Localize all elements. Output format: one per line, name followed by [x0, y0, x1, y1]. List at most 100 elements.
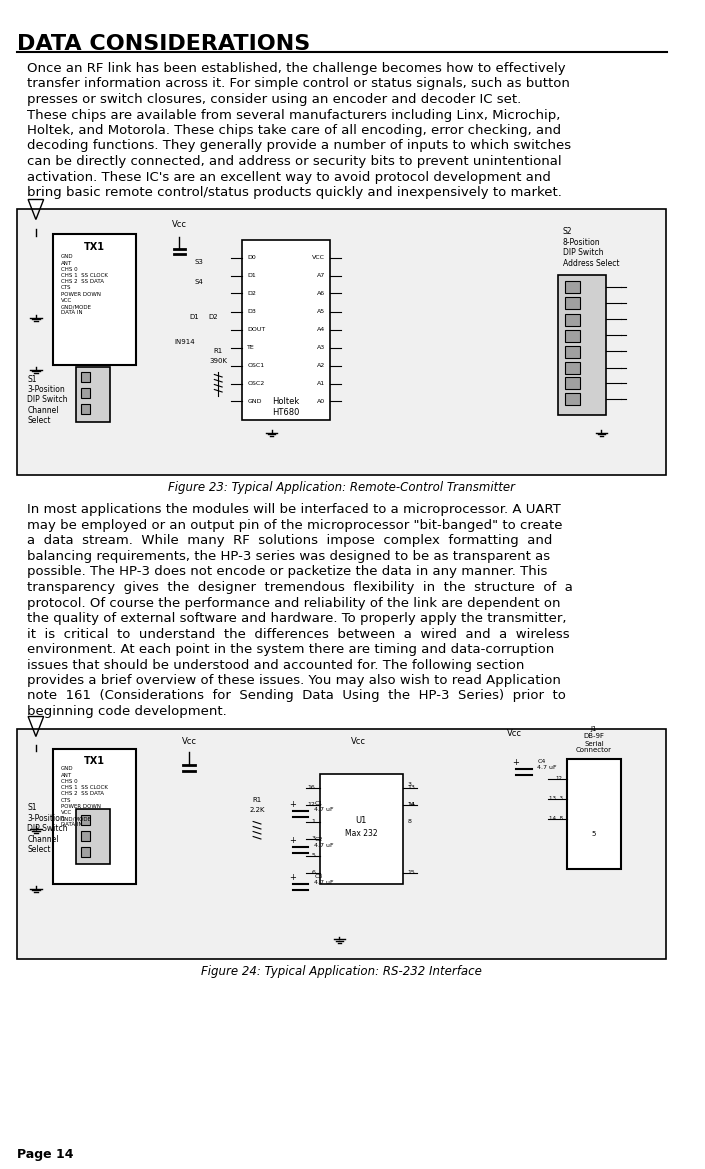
FancyBboxPatch shape — [18, 728, 666, 959]
Text: Vcc: Vcc — [182, 738, 197, 747]
Text: HT680: HT680 — [272, 408, 300, 417]
Text: 12: 12 — [556, 776, 563, 781]
Text: balancing requirements, the HP-3 series was designed to be as transparent as: balancing requirements, the HP-3 series … — [27, 549, 551, 563]
Text: bring basic remote control/status products quickly and inexpensively to market.: bring basic remote control/status produc… — [27, 186, 562, 199]
Text: TX1: TX1 — [84, 755, 105, 766]
Text: 13: 13 — [407, 786, 415, 790]
Text: +: + — [512, 758, 519, 767]
Text: Max 232: Max 232 — [345, 829, 378, 838]
Text: may be employed or an output pin of the microprocessor "bit-banged" to create: may be employed or an output pin of the … — [27, 519, 563, 532]
Text: 3: 3 — [407, 782, 412, 787]
Bar — [320, 774, 403, 884]
Text: 390K: 390K — [209, 359, 227, 365]
Text: A4: A4 — [317, 327, 325, 332]
Text: C2
4.7 uF: C2 4.7 uF — [314, 837, 334, 848]
Text: These chips are available from several manufacturers including Linx, Microchip,: These chips are available from several m… — [27, 109, 560, 122]
Text: TX1: TX1 — [84, 242, 105, 253]
Text: transparency  gives  the  designer  tremendous  flexibility  in  the  structure : transparency gives the designer tremendo… — [27, 581, 573, 594]
Text: D0: D0 — [247, 255, 256, 260]
Text: 6: 6 — [312, 870, 315, 876]
Text: +: + — [289, 800, 296, 809]
Text: S1
3-Position
DIP Switch
Channel
Select: S1 3-Position DIP Switch Channel Select — [27, 803, 68, 855]
Text: the quality of external software and hardware. To properly apply the transmitter: the quality of external software and har… — [27, 613, 567, 625]
Text: 13  3: 13 3 — [548, 796, 563, 801]
Text: protocol. Of course the performance and reliability of the link are dependent on: protocol. Of course the performance and … — [27, 596, 560, 609]
Text: OSC2: OSC2 — [247, 381, 264, 386]
Text: 3: 3 — [311, 836, 315, 841]
Bar — [80, 815, 90, 824]
Text: transfer information across it. For simple control or status signals, such as bu: transfer information across it. For simp… — [27, 77, 570, 90]
Text: S1
3-Position
DIP Switch
Channel
Select: S1 3-Position DIP Switch Channel Select — [27, 374, 68, 426]
Text: A0: A0 — [317, 399, 325, 404]
Bar — [80, 404, 90, 415]
Text: A3: A3 — [317, 345, 325, 350]
Text: R1: R1 — [214, 348, 223, 354]
Text: S2
8-Position
DIP Switch
Address Select: S2 8-Position DIP Switch Address Select — [563, 228, 619, 268]
Text: GND: GND — [247, 399, 262, 404]
Text: 14  8: 14 8 — [548, 816, 563, 821]
Text: 5: 5 — [592, 830, 596, 837]
Text: Vcc: Vcc — [351, 738, 367, 747]
Text: a  data  stream.  While  many  RF  solutions  impose  complex  formatting  and: a data stream. While many RF solutions i… — [27, 534, 553, 547]
Bar — [54, 235, 136, 365]
Bar — [80, 830, 90, 841]
Bar — [565, 313, 580, 325]
Text: GND
ANT
CHS 0
CHS 1  SS CLOCK
CHS 2  SS DATA
CTS
POWER DOWN
VCC
GND/MODE
DATA IN: GND ANT CHS 0 CHS 1 SS CLOCK CHS 2 SS DA… — [61, 767, 108, 828]
Text: In most applications the modules will be interfaced to a microprocessor. A UART: In most applications the modules will be… — [27, 504, 561, 517]
Text: GND
ANT
CHS 0
CHS 1  SS CLOCK
CHS 2  SS DATA
CTS
POWER DOWN
VCC
GND/MODE
DATA IN: GND ANT CHS 0 CHS 1 SS CLOCK CHS 2 SS DA… — [61, 255, 108, 316]
Bar — [80, 373, 90, 382]
Text: environment. At each point in the system there are timing and data-corruption: environment. At each point in the system… — [27, 643, 554, 656]
Text: VCC: VCC — [312, 255, 325, 260]
Text: it  is  critical  to  understand  the  differences  between  a  wired  and  a  w: it is critical to understand the differe… — [27, 628, 570, 641]
Text: presses or switch closures, consider using an encoder and decoder IC set.: presses or switch closures, consider usi… — [27, 94, 522, 106]
Text: Holtek, and Motorola. These chips take care of all encoding, error checking, and: Holtek, and Motorola. These chips take c… — [27, 124, 561, 137]
Bar — [565, 330, 580, 341]
Text: A2: A2 — [317, 364, 325, 368]
Text: C1
4.7 uF: C1 4.7 uF — [314, 801, 334, 812]
Text: D1: D1 — [189, 314, 199, 320]
Bar — [75, 809, 109, 864]
Text: 12: 12 — [307, 802, 315, 807]
Text: provides a brief overview of these issues. You may also wish to read Application: provides a brief overview of these issue… — [27, 675, 561, 687]
Text: DOUT: DOUT — [247, 327, 266, 332]
Bar — [565, 361, 580, 374]
Text: U1: U1 — [355, 816, 367, 825]
Text: DATA CONSIDERATIONS: DATA CONSIDERATIONS — [18, 34, 311, 54]
Text: note  161  (Considerations  for  Sending  Data  Using  the  HP-3  Series)  prior: note 161 (Considerations for Sending Dat… — [27, 690, 566, 703]
Bar — [565, 297, 580, 310]
Text: A7: A7 — [317, 274, 325, 278]
Text: J1
DB-9F
Serial
Connector: J1 DB-9F Serial Connector — [576, 726, 612, 754]
Text: OSC1: OSC1 — [247, 364, 264, 368]
Text: C4
4.7 uF: C4 4.7 uF — [537, 759, 557, 770]
Text: 8: 8 — [407, 819, 411, 824]
Text: R1: R1 — [252, 797, 262, 803]
Bar — [565, 394, 580, 406]
Bar — [565, 346, 580, 358]
Text: 14: 14 — [407, 802, 415, 807]
Text: A6: A6 — [317, 291, 325, 296]
Text: 16: 16 — [307, 786, 315, 790]
Text: 5: 5 — [312, 853, 315, 858]
Text: issues that should be understood and accounted for. The following section: issues that should be understood and acc… — [27, 658, 525, 671]
Text: Figure 23: Typical Application: Remote-Control Transmitter: Figure 23: Typical Application: Remote-C… — [168, 482, 515, 494]
Text: Once an RF link has been established, the challenge becomes how to effectively: Once an RF link has been established, th… — [27, 62, 566, 75]
Text: D2: D2 — [209, 314, 218, 320]
Text: possible. The HP-3 does not encode or packetize the data in any manner. This: possible. The HP-3 does not encode or pa… — [27, 566, 548, 579]
Bar — [568, 759, 621, 869]
Text: +: + — [289, 873, 296, 881]
Bar — [80, 388, 90, 399]
Bar — [565, 378, 580, 389]
Text: Vcc: Vcc — [507, 729, 522, 739]
Text: S4: S4 — [195, 279, 203, 285]
Text: D3: D3 — [247, 309, 256, 314]
Bar — [80, 846, 90, 857]
Bar — [75, 367, 109, 422]
Text: +: + — [289, 836, 296, 845]
Text: Vcc: Vcc — [172, 221, 187, 229]
Text: IN914: IN914 — [174, 339, 195, 346]
Text: decoding functions. They generally provide a number of inputs to which switches: decoding functions. They generally provi… — [27, 139, 571, 152]
Text: A5: A5 — [317, 309, 325, 314]
Text: activation. These IC's are an excellent way to avoid protocol development and: activation. These IC's are an excellent … — [27, 171, 551, 184]
Bar — [54, 748, 136, 884]
Text: Figure 24: Typical Application: RS-232 Interface: Figure 24: Typical Application: RS-232 I… — [202, 966, 482, 978]
